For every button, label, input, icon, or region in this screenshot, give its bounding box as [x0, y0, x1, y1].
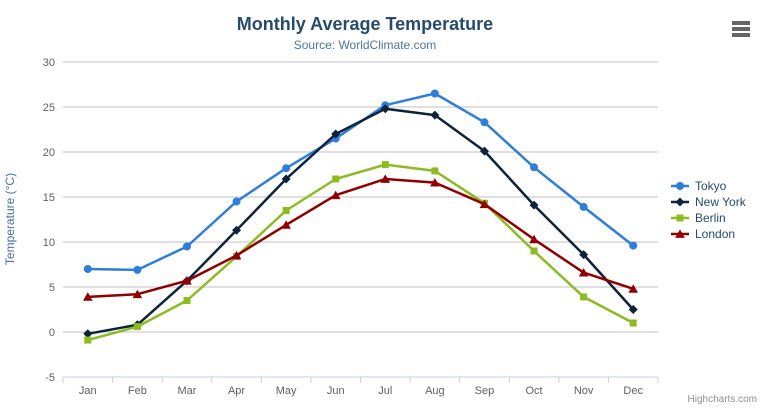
xaxis-label: May [276, 385, 297, 397]
yaxis-label: 20 [43, 147, 55, 159]
square-marker-icon [676, 214, 684, 222]
diamond-legend-icon [671, 197, 689, 207]
yaxis-label: 10 [43, 237, 55, 249]
legend-item-berlin[interactable]: Berlin [670, 210, 746, 226]
hamburger-icon [732, 21, 750, 25]
xaxis-label: Feb [128, 385, 147, 397]
series-berlin-marker[interactable] [84, 336, 92, 344]
legend-label: Tokyo [695, 179, 727, 193]
triangle-marker-icon [675, 229, 685, 238]
series-london-marker[interactable] [132, 289, 143, 299]
series-berlin-marker[interactable] [580, 293, 588, 301]
series-london-marker[interactable] [281, 220, 291, 229]
series-tokyo-marker[interactable] [83, 265, 92, 273]
chart-subtitle: Source: WorldClimate.com [293, 38, 437, 52]
xaxis-label: Dec [623, 385, 643, 397]
series-london-marker[interactable] [182, 276, 192, 285]
legend-item-new-york[interactable]: New York [670, 194, 746, 210]
series-new-york-marker[interactable] [232, 225, 242, 235]
legend-item-london[interactable]: London [670, 226, 746, 242]
circle-legend-icon [671, 182, 689, 190]
series-london-marker[interactable] [479, 199, 490, 209]
series-london-marker[interactable] [628, 284, 639, 293]
xaxis-label: Jan [79, 385, 97, 397]
xaxis-label: Sep [475, 385, 495, 397]
series-berlin-marker[interactable] [629, 319, 637, 327]
xaxis-label: Jul [378, 385, 392, 397]
series-london-marker[interactable] [380, 174, 391, 183]
series-tokyo-marker[interactable] [282, 164, 291, 173]
xaxis-label: Aug [425, 385, 445, 397]
series-tokyo-marker[interactable] [232, 197, 241, 206]
series-new-york-marker[interactable] [83, 329, 93, 339]
legend-label: Berlin [695, 211, 726, 225]
yaxis-label: 5 [49, 282, 55, 294]
series-london-marker[interactable] [330, 190, 341, 200]
series-new-york-marker[interactable] [479, 146, 489, 156]
series-line-tokyo[interactable] [87, 92, 634, 272]
yaxis-label: 15 [43, 192, 55, 204]
context-menu-button[interactable] [728, 17, 754, 41]
series-london-marker[interactable] [82, 292, 93, 301]
diamond-marker-icon [675, 197, 685, 207]
legend: Tokyo New York Berlin London [670, 178, 746, 242]
yaxis-label: 30 [43, 57, 55, 69]
series-new-york-marker[interactable] [380, 104, 390, 114]
series-london-marker[interactable] [430, 178, 440, 187]
series-new-york-marker[interactable] [529, 200, 539, 210]
series-london-marker[interactable] [529, 234, 539, 244]
series-new-york-marker[interactable] [628, 305, 638, 314]
series-new-york-marker[interactable] [430, 110, 440, 120]
chart-title: Monthly Average Temperature [236, 14, 494, 34]
series-tokyo-marker[interactable] [133, 265, 142, 274]
hamburger-icon [732, 33, 750, 37]
series-london-marker[interactable] [578, 268, 589, 277]
yaxis-title: Temperature (°C) [3, 172, 17, 266]
yaxis-label: 25 [43, 102, 55, 114]
xaxis-label: Jun [327, 385, 345, 397]
series-berlin-marker[interactable] [530, 247, 538, 255]
series-new-york-marker[interactable] [331, 129, 341, 139]
hamburger-icon [732, 27, 750, 31]
circle-marker-icon [676, 182, 684, 190]
series-london-marker[interactable] [231, 250, 242, 260]
series-line-london[interactable] [87, 177, 634, 299]
series-berlin-marker[interactable] [282, 207, 290, 214]
series-line-berlin[interactable] [87, 163, 634, 342]
series-line-new-york[interactable] [87, 107, 635, 336]
series-berlin-marker[interactable] [431, 167, 439, 175]
xaxis-label: Oct [525, 385, 542, 397]
legend-item-tokyo[interactable]: Tokyo [670, 178, 746, 194]
square-legend-icon [671, 214, 689, 222]
series-tokyo-marker[interactable] [182, 242, 191, 251]
yaxis-label: 0 [49, 327, 55, 339]
credits-link[interactable]: Highcharts.com [687, 394, 757, 405]
series-new-york-marker[interactable] [579, 250, 589, 260]
series-berlin-marker[interactable] [183, 297, 191, 304]
xaxis-label: Mar [177, 385, 196, 397]
series-berlin-marker[interactable] [332, 175, 340, 183]
yaxis-label: -5 [45, 372, 55, 384]
series-berlin-marker[interactable] [133, 323, 141, 331]
series-tokyo-marker[interactable] [480, 118, 489, 127]
series-tokyo-marker[interactable] [629, 241, 638, 250]
series-tokyo-marker[interactable] [530, 163, 539, 172]
legend-label: New York [695, 195, 746, 209]
series-new-york-marker[interactable] [281, 174, 291, 184]
series-tokyo-marker[interactable] [579, 202, 588, 211]
xaxis-label: Nov [574, 385, 594, 397]
triangle-legend-icon [671, 229, 689, 238]
series-berlin-marker[interactable] [381, 161, 389, 169]
series-tokyo-marker[interactable] [430, 89, 439, 98]
xaxis-label: Apr [228, 385, 245, 397]
legend-label: London [695, 227, 736, 241]
